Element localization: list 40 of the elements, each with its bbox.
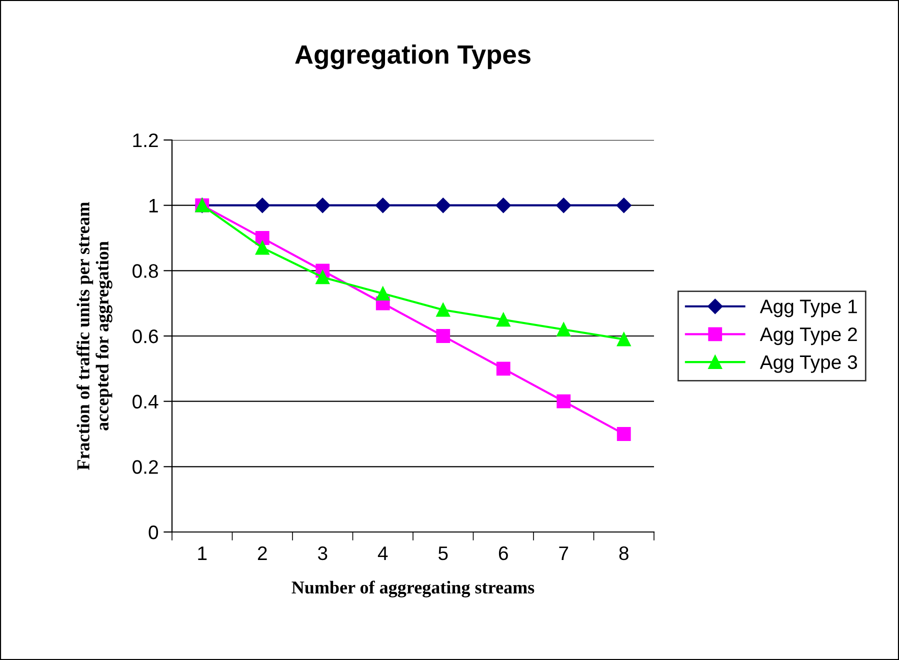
point — [255, 240, 270, 255]
chart-title: Aggregation Types — [295, 44, 530, 70]
legend-label: Agg Type 2 — [760, 327, 857, 346]
point — [436, 198, 451, 213]
y-axis-title: Fraction of traffic units per stream accepted for aggregation — [76, 202, 112, 470]
point — [556, 394, 571, 408]
x-tick-label: 1 — [198, 546, 207, 560]
x-tick-label: 6 — [498, 546, 508, 560]
point — [254, 198, 270, 213]
x-tick-label: 3 — [318, 546, 328, 560]
x-tick-label: 4 — [378, 546, 388, 560]
y-tick-label: 0.6 — [132, 329, 158, 344]
point — [375, 198, 390, 213]
y-tick-label: 0.4 — [132, 394, 158, 409]
point — [556, 198, 572, 213]
x-tick-label: 7 — [559, 546, 568, 560]
legend-label: Agg Type 3 — [760, 355, 858, 373]
point — [436, 329, 450, 343]
point — [316, 270, 330, 284]
point — [616, 198, 632, 213]
y-tick-label: 0 — [148, 525, 158, 540]
y-tick-label: 1 — [149, 199, 158, 212]
point — [436, 302, 450, 317]
point — [496, 312, 510, 327]
point — [556, 322, 571, 336]
legend-label: Agg Type 1 — [760, 300, 857, 318]
point — [315, 198, 330, 213]
point — [496, 362, 510, 376]
point — [496, 198, 511, 213]
y-tick-label: 0.2 — [132, 460, 158, 474]
x-axis-title: Number of aggregating streams — [292, 580, 534, 598]
x-tick-label: 2 — [258, 546, 267, 560]
point — [616, 332, 631, 346]
x-tick-label: 8 — [619, 546, 628, 560]
point — [255, 231, 270, 245]
x-tick-label: 5 — [438, 546, 448, 560]
point — [376, 286, 390, 300]
point — [616, 427, 631, 441]
y-tick-label: 0.8 — [132, 264, 158, 278]
y-tick-label: 1.2 — [133, 133, 158, 148]
